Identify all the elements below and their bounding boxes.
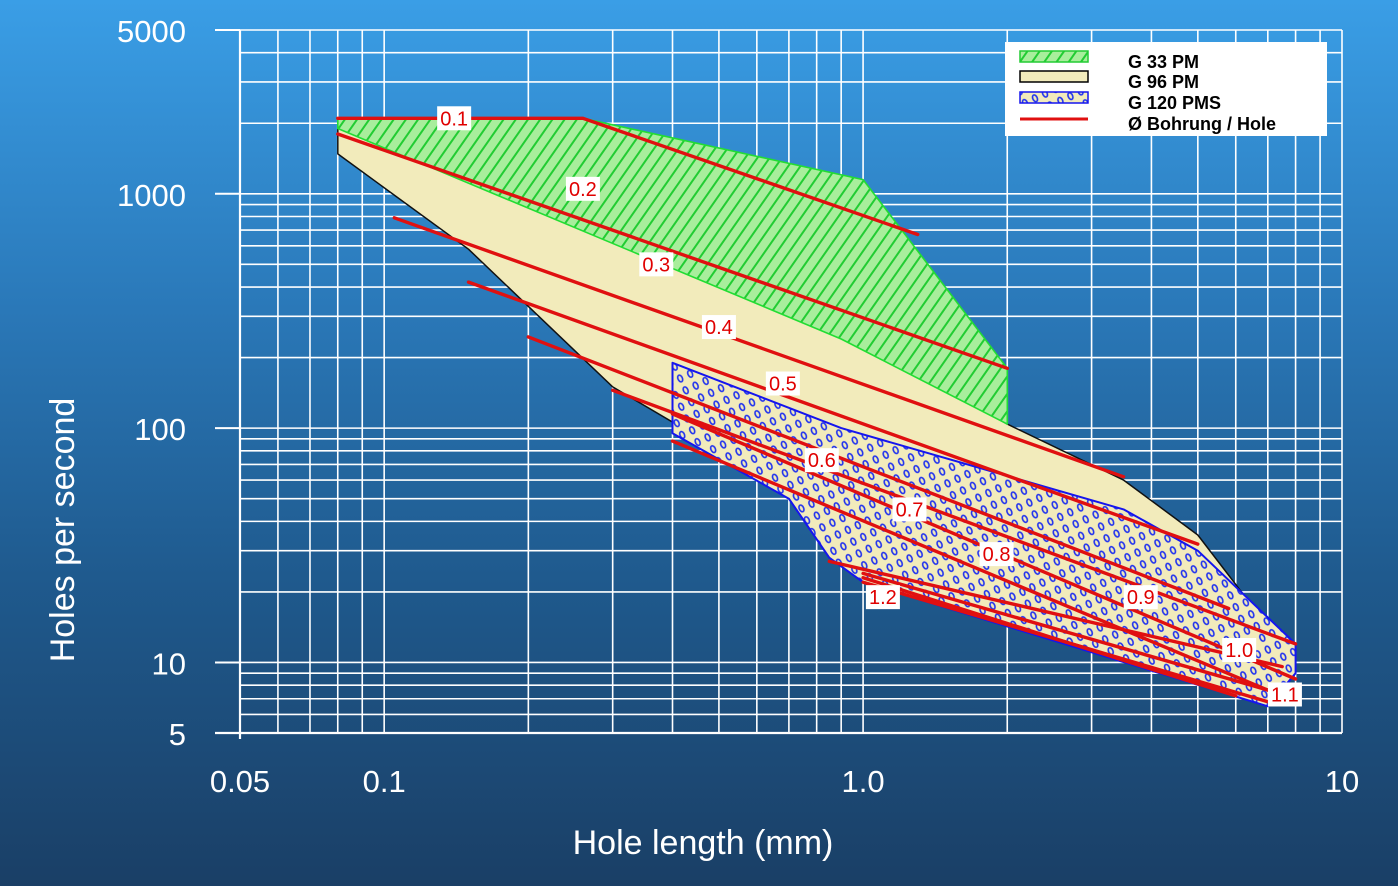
legend-label: G 120 PMS [1128,93,1221,113]
legend-swatch-g120 [1019,91,1089,104]
y-tick-label: 10 [152,646,186,681]
y-tick-label: 5000 [117,14,186,49]
legend-swatch-g33 [1019,50,1089,63]
diameter-label-bg [1123,585,1158,610]
diameter-label-bg [437,106,472,131]
diameter-label-bg [565,176,600,201]
diameter-line-1.0 [861,571,1276,694]
diameter-line-0.9 [827,559,1284,669]
diameter-line-0.4 [466,280,1200,546]
legend-swatch-g96 [1019,70,1089,83]
diameter-line-0.6 [611,388,1298,646]
diameter-line-0.1 [336,116,920,237]
diameter-label: 1.0 [1225,640,1253,662]
x-tick-label: 10 [1325,764,1359,799]
y-tick-label: 1000 [117,178,186,213]
diameter-line-0.3 [392,216,1126,479]
y-tick-label: 100 [134,412,186,447]
diameter-label: 0.2 [569,179,597,201]
x-tick-label: 1.0 [842,764,885,799]
diameter-label: 0.4 [705,317,733,339]
diameter-label: 1.2 [869,587,897,609]
legend-label: Ø Bohrung / Hole [1128,114,1276,134]
diameter-label-bg [1267,682,1302,707]
diameter-label: 0.3 [642,254,670,276]
diameter-label-bg [639,252,674,277]
diameter-line-0.5 [526,335,1231,611]
diameter-label: 0.1 [440,108,468,130]
diameter-label-bg [979,542,1014,567]
diameter-line-1.2 [861,576,1238,698]
legend-label: G 96 PM [1128,72,1199,92]
diameter-label-bg [1222,638,1257,663]
legend-label: G 33 PM [1128,52,1199,72]
tick-labels: 0.05 0.1 1.0 10 5 10 100 1000 5000 [117,14,1359,799]
diameter-label: 0.7 [896,499,924,521]
x-tick-label: 0.1 [363,764,406,799]
diameter-label: 0.5 [769,374,797,396]
diameter-labels: 0.1 0.2 0.3 0.4 0.5 0.6 0.7 0.8 0.9 1.0 1.1 1.2 [437,106,1302,707]
diameter-label-bg [892,497,927,522]
diameter-label-bg [765,371,800,396]
diameter-label-bg [865,585,900,610]
diameter-line-0.2 [336,132,1009,370]
diameter-label-bg [701,315,736,340]
y-tick-label: 5 [169,717,186,752]
diameter-label: 0.9 [1127,587,1155,609]
diameter-line-0.8 [670,439,1298,704]
diameter-label: 0.6 [808,450,836,472]
diameter-label-bg [804,448,839,473]
diameter-label: 0.8 [983,544,1011,566]
diameter-label: 1.1 [1271,684,1299,706]
y-axis-title: Holes per second [44,398,82,663]
x-axis-title: Hole length (mm) [573,824,834,862]
x-tick-label: 0.05 [210,764,270,799]
